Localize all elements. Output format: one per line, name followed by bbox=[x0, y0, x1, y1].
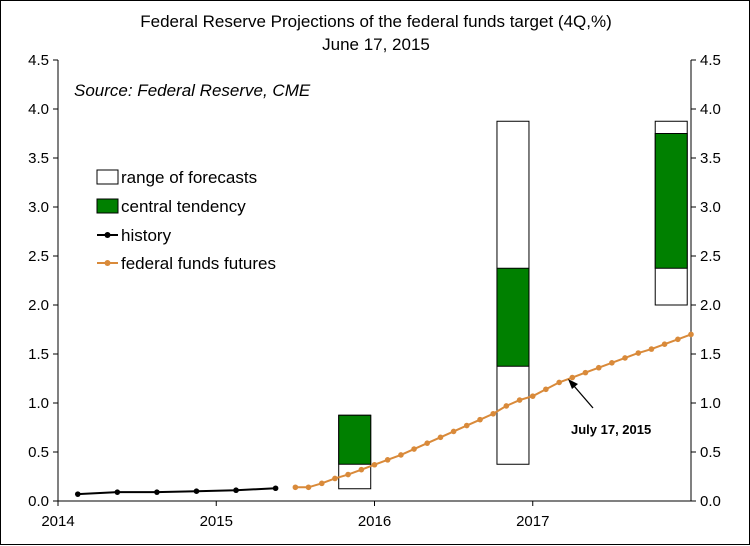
futures-point bbox=[503, 403, 510, 409]
y-tick-label-right: 2.5 bbox=[700, 248, 721, 265]
y-tick-label-right: 0.5 bbox=[700, 444, 721, 461]
chart-subtitle: June 17, 2015 bbox=[322, 35, 430, 54]
projection-bars bbox=[338, 120, 688, 490]
futures-point bbox=[384, 457, 391, 463]
futures-point bbox=[305, 484, 312, 491]
y-tick-label-right: 4.5 bbox=[700, 52, 721, 69]
annotation-label: July 17, 2015 bbox=[571, 422, 651, 437]
y-tick-label-left: 1.5 bbox=[28, 346, 49, 363]
futures-point bbox=[622, 355, 628, 361]
y-tick-label-right: 4.0 bbox=[700, 101, 721, 118]
y-tick-label-left: 0.5 bbox=[28, 444, 49, 461]
futures-point bbox=[332, 475, 338, 482]
futures-point bbox=[358, 466, 365, 473]
central-tendency-bar bbox=[654, 133, 688, 269]
history-point bbox=[74, 491, 81, 497]
history-point bbox=[114, 489, 121, 495]
x-tick-label: 2016 bbox=[358, 513, 391, 530]
y-tick-label-right: 3.0 bbox=[700, 199, 721, 216]
series-lines bbox=[74, 331, 694, 497]
y-tick-label-left: 2.5 bbox=[28, 248, 49, 265]
futures-point bbox=[345, 471, 351, 478]
annotation: July 17, 2015 bbox=[568, 379, 651, 437]
legend-history-label: history bbox=[121, 226, 172, 245]
y-tick-label-right: 1.5 bbox=[700, 346, 721, 363]
futures-point bbox=[635, 350, 642, 356]
axes: 0.0 0.0 0.5 0.5 1.0 1.0 1.5 1.5 2.0 2.0 2.5 2.5 3.0 3… bbox=[28, 52, 721, 530]
x-tick-label: 2015 bbox=[200, 513, 233, 530]
futures-point bbox=[569, 374, 576, 381]
history-line bbox=[77, 487, 276, 496]
x-tick-label: 2017 bbox=[516, 513, 549, 530]
futures-point bbox=[371, 461, 378, 468]
y-tick-label-left: 3.0 bbox=[28, 199, 49, 216]
source-note: Source: Federal Reserve, CME bbox=[74, 81, 311, 100]
y-tick-label-left: 2.0 bbox=[28, 297, 49, 314]
futures-point bbox=[463, 422, 470, 429]
futures-point bbox=[582, 369, 589, 376]
futures-point bbox=[516, 397, 523, 403]
annotation-arrowhead bbox=[568, 379, 578, 389]
futures-point bbox=[675, 336, 681, 343]
y-tick-label-right: 2.0 bbox=[700, 297, 721, 314]
futures-point bbox=[477, 416, 483, 423]
legend-range-label: range of forecasts bbox=[121, 168, 257, 187]
x-tick-label: 2014 bbox=[41, 513, 74, 530]
futures-point bbox=[319, 480, 325, 487]
legend-central-swatch bbox=[96, 198, 119, 214]
legend: range of forecasts central tendency hist… bbox=[96, 168, 276, 273]
futures-point bbox=[529, 393, 536, 399]
futures-point bbox=[490, 410, 496, 417]
y-tick-label-left: 3.5 bbox=[28, 150, 49, 167]
chart-title: Federal Reserve Projections of the feder… bbox=[140, 12, 612, 31]
futures-point bbox=[543, 386, 549, 393]
y-tick-label-left: 4.5 bbox=[28, 52, 49, 69]
y-tick-label-left: 4.0 bbox=[28, 101, 49, 118]
y-tick-label-right: 3.5 bbox=[700, 150, 721, 167]
futures-point bbox=[595, 364, 602, 371]
futures-point bbox=[661, 341, 668, 348]
futures-point bbox=[292, 484, 299, 491]
history-point bbox=[233, 487, 239, 494]
legend-futures-label: federal funds futures bbox=[121, 254, 276, 273]
central-tendency-bar bbox=[496, 267, 530, 367]
legend-futures-marker bbox=[104, 260, 111, 266]
y-tick-label-left: 1.0 bbox=[28, 395, 49, 412]
annotation-arrow bbox=[573, 385, 594, 409]
futures-point bbox=[556, 379, 562, 386]
central-tendency-bar bbox=[338, 414, 372, 465]
legend-history-marker bbox=[104, 232, 111, 238]
history-point bbox=[154, 489, 160, 495]
y-tick-label-left: 0.0 bbox=[28, 493, 49, 510]
legend-range-swatch bbox=[96, 169, 119, 185]
legend-central-label: central tendency bbox=[121, 197, 246, 216]
futures-point bbox=[411, 446, 417, 452]
futures-point bbox=[688, 331, 694, 338]
y-tick-label-right: 0.0 bbox=[700, 493, 721, 510]
futures-point bbox=[424, 440, 430, 446]
futures-point bbox=[450, 428, 457, 435]
futures-point bbox=[398, 452, 404, 458]
history-point bbox=[193, 488, 200, 495]
history-point bbox=[272, 485, 279, 492]
futures-point bbox=[648, 346, 655, 352]
futures-point bbox=[437, 434, 444, 441]
futures-point bbox=[609, 360, 615, 366]
y-tick-label-right: 1.0 bbox=[700, 395, 721, 412]
